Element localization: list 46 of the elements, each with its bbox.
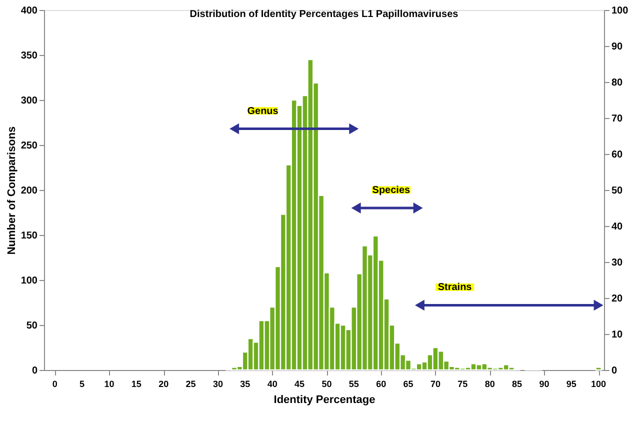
y-tick-label: 200	[20, 186, 38, 196]
x-tick-label: 25	[186, 379, 196, 389]
y2-tick-label: 100	[612, 6, 629, 16]
y-tick-label: 300	[20, 96, 38, 106]
y-tick-label: 250	[20, 140, 38, 152]
y-axis-title: Number of Comparisons	[6, 126, 18, 255]
x-tick-label: 40	[267, 379, 278, 389]
y-tick-label: 50	[26, 320, 38, 332]
x-tick-label: 20	[158, 379, 169, 389]
x-tick-label: 30	[212, 379, 223, 389]
x-tick-label: 65	[403, 379, 414, 389]
y-tick-label: 350	[20, 50, 38, 62]
y-tick-label: 100	[20, 276, 38, 286]
y2-tick-label: 20	[612, 294, 624, 304]
x-tick-label: 50	[322, 379, 332, 389]
x-tick-label: 0	[52, 379, 58, 389]
y2-tick-label: 10	[612, 330, 624, 340]
y2-tick-label: 0	[612, 366, 618, 376]
x-tick-label: 80	[484, 379, 495, 389]
y2-tick-label: 40	[612, 222, 624, 232]
x-tick-label: 70	[430, 379, 440, 389]
x-tick-label: 75	[458, 379, 468, 389]
annotation: Strains	[438, 282, 472, 294]
x-tick-label: 95	[566, 379, 576, 389]
y2-tick-label: 50	[612, 186, 624, 196]
y-tick-label: 150	[20, 230, 38, 242]
x-tick-label: 60	[376, 379, 386, 389]
y2-tick-label: 60	[612, 150, 624, 160]
chart-title: Distribution of Identity Percentages L1 Papillomaviruses	[190, 9, 459, 20]
x-tick-label: 100	[591, 379, 606, 389]
y-tick-label: 400	[20, 6, 38, 16]
x-tick-label: 10	[104, 379, 114, 389]
x-tick-label: 90	[539, 379, 550, 389]
y2-tick-label: 30	[612, 258, 624, 268]
x-tick-label: 45	[294, 379, 305, 389]
x-tick-label: 5	[80, 379, 85, 389]
x-tick-label: 15	[131, 379, 142, 389]
y2-tick-label: 70	[612, 114, 624, 124]
y2-tick-label: 90	[612, 42, 624, 52]
x-tick-label: 35	[240, 379, 250, 389]
x-axis-title: Identity Percentage	[274, 394, 376, 406]
y2-tick-label: 80	[612, 78, 624, 88]
x-tick-label: 55	[348, 379, 359, 389]
y-tick-label: 0	[32, 366, 38, 376]
annotation: Species	[372, 185, 411, 196]
x-tick-label: 85	[512, 379, 522, 389]
